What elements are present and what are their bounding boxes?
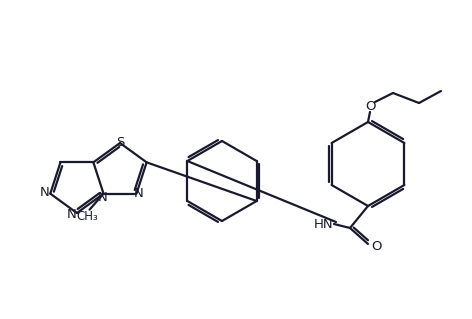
Text: O: O bbox=[366, 100, 376, 114]
Text: O: O bbox=[371, 240, 381, 253]
Text: N: N bbox=[39, 186, 49, 199]
Text: CH₃: CH₃ bbox=[76, 210, 99, 223]
Text: N: N bbox=[67, 207, 77, 220]
Text: N: N bbox=[98, 191, 108, 204]
Text: N: N bbox=[134, 187, 143, 200]
Text: HN: HN bbox=[314, 218, 334, 231]
Text: S: S bbox=[116, 136, 124, 149]
